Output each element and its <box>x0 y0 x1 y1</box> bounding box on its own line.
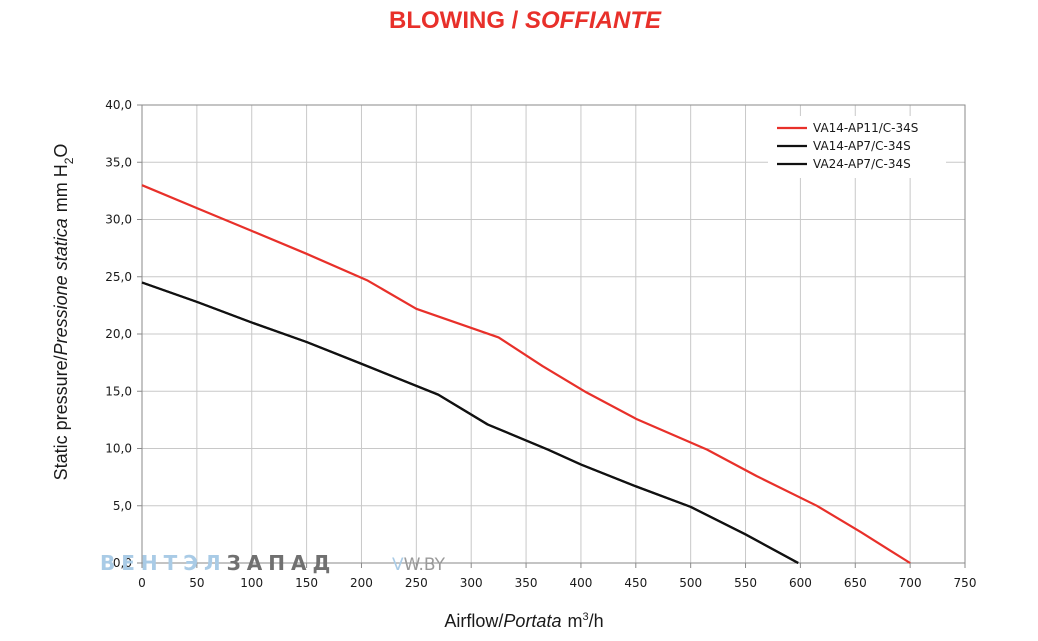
x-tick-label: 600 <box>789 576 812 590</box>
x-tick-label: 750 <box>954 576 977 590</box>
watermark: ВЕНТЭЛЗАПАД VW.BY <box>100 551 446 575</box>
x-tick-label: 500 <box>679 576 702 590</box>
y-tick-label: 10,0 <box>105 442 132 456</box>
watermark-part1: ВЕНТЭЛ <box>100 551 227 575</box>
chart-title: BLOWING / SOFFIANTE <box>389 7 662 34</box>
x-tick-label: 150 <box>295 576 318 590</box>
x-axis-ticks: 0 50 100 150 200 250 300 350 400 450 500 550 600 650 7… <box>138 563 976 590</box>
y-tick-label: 15,0 <box>105 384 132 398</box>
y-tick-label: 20,0 <box>105 327 132 341</box>
legend: VA14-AP11/C-34S VA14-AP7/C-34S VA24-AP7/C-… <box>768 116 946 178</box>
y-tick-label: 30,0 <box>105 213 132 227</box>
series-line-1 <box>141 184 911 564</box>
watermark-part2: ЗАПАД <box>227 551 337 575</box>
y-axis-ticks: 0,0 5,0 10,0 15,0 20,0 25,0 30,0 35,0 40,0 <box>105 98 142 570</box>
x-tick-label: 700 <box>899 576 922 590</box>
x-tick-label: 0 <box>138 576 146 590</box>
watermark-part3: VW.BY <box>392 555 446 575</box>
x-tick-label: 550 <box>734 576 757 590</box>
x-tick-label: 400 <box>569 576 592 590</box>
x-axis-label: Airflow/Portata m3/h <box>444 611 603 631</box>
y-tick-label: 40,0 <box>105 98 132 112</box>
series-line-3 <box>141 281 799 564</box>
legend-label: VA14-AP11/C-34S <box>813 121 918 135</box>
y-axis-label: Static pressure/Pressione staticamm H2O <box>51 144 76 481</box>
x-tick-label: 50 <box>189 576 204 590</box>
y-tick-label: 25,0 <box>105 270 132 284</box>
x-tick-label: 100 <box>240 576 263 590</box>
svg-text:ВЕНТЭЛЗАПАД: ВЕНТЭЛЗАПАД <box>100 551 336 575</box>
x-tick-label: 250 <box>405 576 428 590</box>
series-lines <box>141 184 911 564</box>
x-tick-label: 200 <box>350 576 373 590</box>
plot-frame <box>141 104 966 564</box>
x-tick-label: 300 <box>460 576 483 590</box>
legend-label: VA14-AP7/C-34S <box>813 139 911 153</box>
y-tick-label: 35,0 <box>105 155 132 169</box>
x-tick-label: 650 <box>844 576 867 590</box>
x-tick-label: 350 <box>515 576 538 590</box>
y-tick-label: 0,0 <box>113 556 132 570</box>
x-tick-label: 450 <box>624 576 647 590</box>
y-tick-label: 5,0 <box>113 499 132 513</box>
series-line-2 <box>141 281 799 564</box>
legend-label: VA24-AP7/C-34S <box>813 157 911 171</box>
